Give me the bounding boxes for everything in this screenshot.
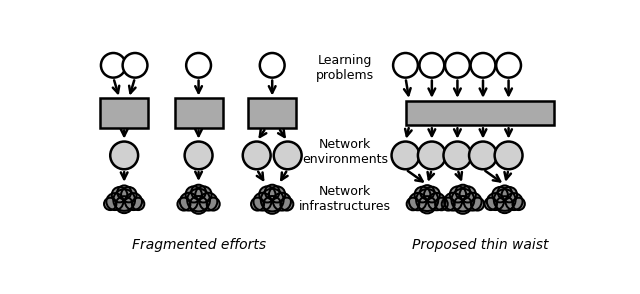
Circle shape [409,193,426,210]
Circle shape [415,187,430,202]
Circle shape [496,196,513,213]
Circle shape [104,198,116,210]
Circle shape [496,53,521,78]
Circle shape [116,196,132,213]
Circle shape [484,198,497,210]
Circle shape [470,53,495,78]
Circle shape [435,198,448,210]
Circle shape [456,185,470,199]
Circle shape [392,141,419,169]
Circle shape [177,198,191,211]
Circle shape [113,189,135,211]
Circle shape [506,193,522,210]
Circle shape [110,141,138,169]
FancyBboxPatch shape [248,98,296,128]
Circle shape [419,196,436,213]
Circle shape [428,193,445,210]
Circle shape [184,141,212,169]
Circle shape [444,193,462,211]
Circle shape [494,189,516,211]
Circle shape [265,185,280,199]
Circle shape [454,196,472,214]
Circle shape [101,53,125,78]
Text: Proposed thin waist: Proposed thin waist [412,238,548,253]
Circle shape [460,186,476,203]
Circle shape [253,193,271,211]
Circle shape [269,186,285,203]
FancyBboxPatch shape [406,101,554,125]
Circle shape [442,198,454,211]
Circle shape [132,198,145,210]
Circle shape [261,189,284,211]
Circle shape [200,193,218,211]
Circle shape [502,187,517,202]
Circle shape [498,186,511,199]
Text: Network
environments: Network environments [302,138,388,166]
Circle shape [251,198,264,211]
Circle shape [492,187,508,202]
Circle shape [280,198,293,211]
Circle shape [121,187,136,202]
Circle shape [263,196,281,214]
Circle shape [445,53,470,78]
Circle shape [450,186,466,203]
FancyBboxPatch shape [100,98,148,128]
Circle shape [243,141,271,169]
Circle shape [451,189,474,211]
Circle shape [117,186,131,199]
Circle shape [471,198,484,211]
Text: Learning
problems: Learning problems [316,54,374,82]
Circle shape [207,198,220,211]
Circle shape [189,196,207,214]
Circle shape [487,193,504,210]
Circle shape [419,53,444,78]
Circle shape [125,193,142,210]
Circle shape [463,193,481,211]
Circle shape [191,185,206,199]
Circle shape [416,189,438,211]
Circle shape [393,53,418,78]
Circle shape [112,187,127,202]
Circle shape [259,186,275,203]
Circle shape [274,141,301,169]
Circle shape [186,186,202,203]
Circle shape [186,53,211,78]
Circle shape [513,198,525,210]
Circle shape [418,141,446,169]
Circle shape [123,53,147,78]
Circle shape [180,193,198,211]
Text: Fragmented efforts: Fragmented efforts [131,238,266,253]
Circle shape [106,193,124,210]
Circle shape [495,141,522,169]
Circle shape [420,185,435,199]
Circle shape [260,53,285,78]
Text: Network
infrastructures: Network infrastructures [299,185,391,213]
Circle shape [273,193,291,211]
Circle shape [469,141,497,169]
FancyBboxPatch shape [175,98,223,128]
Circle shape [444,141,472,169]
Circle shape [195,186,212,203]
Circle shape [424,187,440,202]
Circle shape [187,189,210,211]
Circle shape [406,198,419,210]
